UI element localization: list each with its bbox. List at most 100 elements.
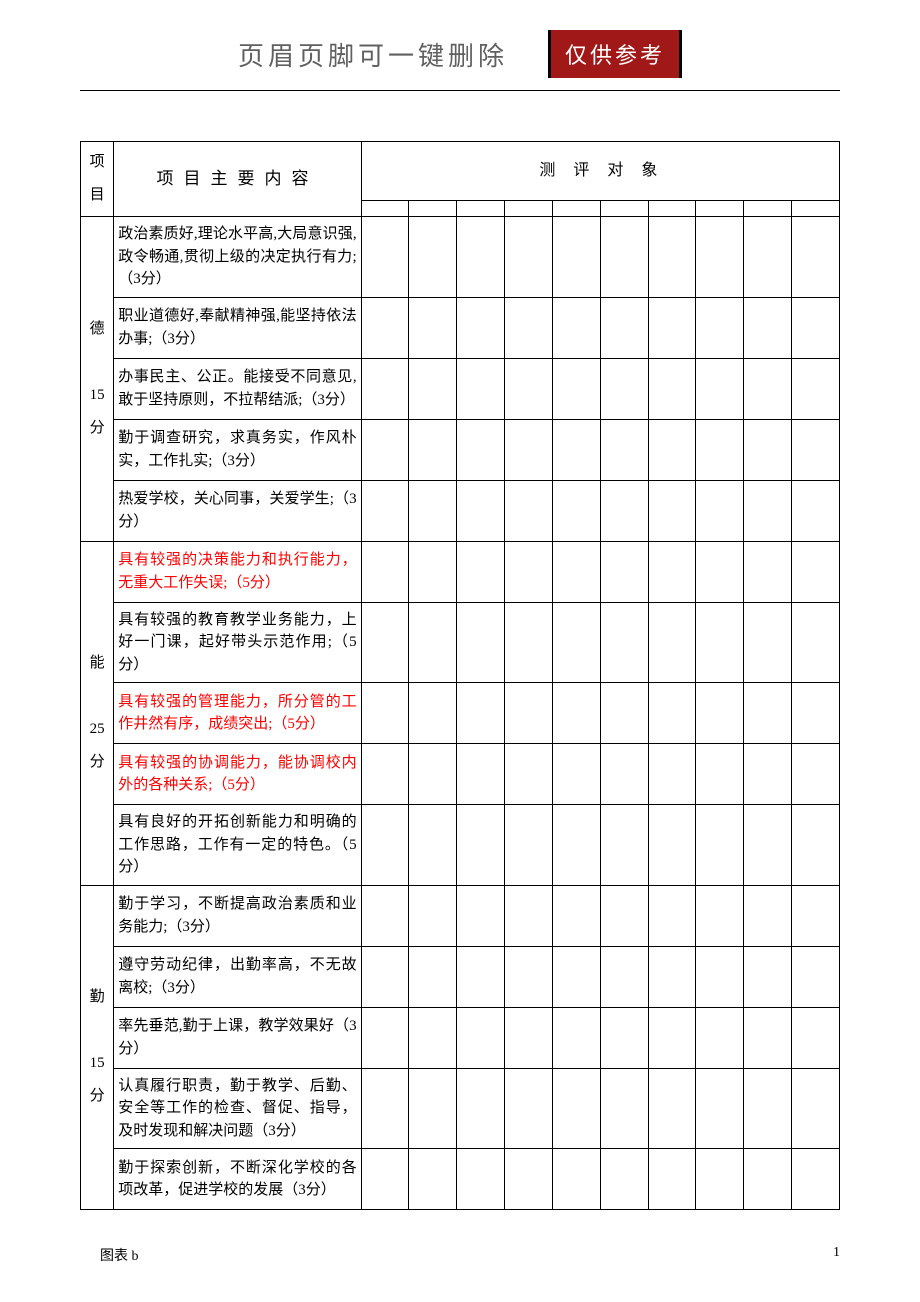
eval-cell <box>648 805 696 886</box>
eval-cell <box>648 885 696 946</box>
eval-cell <box>409 217 457 298</box>
eval-cell <box>696 1149 744 1210</box>
eval-cell <box>744 297 792 358</box>
description-cell: 政治素质好,理论水平高,大局意识强,政令畅通,贯彻上级的决定执行有力;（3分） <box>114 217 361 298</box>
eval-cell <box>696 885 744 946</box>
eval-cell <box>457 358 505 419</box>
eval-cell <box>648 541 696 602</box>
eval-cell <box>457 683 505 744</box>
eval-cell <box>552 805 600 886</box>
eval-cell <box>409 1007 457 1068</box>
eval-cell <box>409 541 457 602</box>
eval-cell <box>457 541 505 602</box>
eval-cell <box>696 541 744 602</box>
table-row: 认真履行职责，勤于教学、后勤、安全等工作的检查、督促、指导，及时发现和解决问题（… <box>81 1068 840 1149</box>
description-cell: 勤于探索创新，不断深化学校的各项改革，促进学校的发展（3分） <box>114 1149 361 1210</box>
table-row: 勤于调查研究，求真务实，作风朴实，工作扎实;（3分） <box>81 419 840 480</box>
eval-cell <box>648 419 696 480</box>
eval-cell <box>409 297 457 358</box>
eval-cell <box>744 419 792 480</box>
eval-cell <box>505 1068 553 1149</box>
eval-cell <box>696 602 744 683</box>
table-row: 德15分政治素质好,理论水平高,大局意识强,政令畅通,贯彻上级的决定执行有力;（… <box>81 217 840 298</box>
footer-left: 图表 b <box>100 1245 139 1265</box>
eval-cell <box>648 217 696 298</box>
eval-cell <box>696 1068 744 1149</box>
eval-cell <box>361 805 409 886</box>
eval-cell <box>696 480 744 541</box>
eval-cell <box>791 1007 839 1068</box>
eval-cell <box>552 1068 600 1149</box>
eval-cell <box>409 683 457 744</box>
eval-cell <box>648 1068 696 1149</box>
eval-col <box>361 200 409 216</box>
eval-cell <box>409 946 457 1007</box>
eval-cell <box>744 1149 792 1210</box>
table-row: 具有较强的管理能力，所分管的工作井然有序，成绩突出;（5分） <box>81 683 840 744</box>
eval-cell <box>648 744 696 805</box>
eval-cell <box>648 297 696 358</box>
eval-cell <box>791 805 839 886</box>
eval-cell <box>744 217 792 298</box>
eval-cell <box>791 217 839 298</box>
eval-cell <box>505 744 553 805</box>
table-row: 具有较强的协调能力，能协调校内外的各种关系;（5分） <box>81 744 840 805</box>
eval-cell <box>791 744 839 805</box>
footer-right: 1 <box>833 1245 840 1265</box>
table-header-row-1: 项目 项目主要内容 测评对象 <box>81 142 840 201</box>
eval-cell <box>696 1007 744 1068</box>
page-header: 页眉页脚可一键删除 仅供参考 <box>0 30 920 90</box>
description-cell: 办事民主、公正。能接受不同意见,敢于坚持原则，不拉帮结派;（3分） <box>114 358 361 419</box>
page-footer: 图表 b 1 <box>100 1245 840 1265</box>
eval-cell <box>361 744 409 805</box>
eval-cell <box>505 217 553 298</box>
eval-cell <box>696 217 744 298</box>
eval-cell <box>600 683 648 744</box>
eval-cell <box>457 946 505 1007</box>
eval-cell <box>505 805 553 886</box>
eval-col <box>648 200 696 216</box>
table-row: 具有较强的教育教学业务能力，上好一门课，起好带头示范作用;（5分） <box>81 602 840 683</box>
eval-cell <box>744 1068 792 1149</box>
eval-col <box>791 200 839 216</box>
eval-cell <box>505 480 553 541</box>
eval-cell <box>744 885 792 946</box>
eval-cell <box>409 602 457 683</box>
header-content: 项目主要内容 <box>114 142 361 217</box>
eval-cell <box>552 602 600 683</box>
eval-cell <box>744 480 792 541</box>
category-cell: 德15分 <box>81 217 114 542</box>
eval-cell <box>361 541 409 602</box>
eval-cell <box>361 358 409 419</box>
description-cell: 具有较强的决策能力和执行能力，无重大工作失误;（5分） <box>114 541 361 602</box>
eval-cell <box>505 297 553 358</box>
description-cell: 遵守劳动纪律，出勤率高，不无故离校;（3分） <box>114 946 361 1007</box>
header-evaluation: 测评对象 <box>361 142 839 201</box>
eval-cell <box>361 1149 409 1210</box>
header-category: 项目 <box>81 142 114 217</box>
eval-cell <box>791 1149 839 1210</box>
eval-col <box>744 200 792 216</box>
eval-cell <box>457 744 505 805</box>
eval-col <box>696 200 744 216</box>
eval-cell <box>744 358 792 419</box>
eval-cell <box>457 297 505 358</box>
eval-cell <box>552 217 600 298</box>
eval-cell <box>361 217 409 298</box>
eval-cell <box>552 885 600 946</box>
eval-col <box>505 200 553 216</box>
eval-cell <box>552 946 600 1007</box>
eval-cell <box>361 946 409 1007</box>
eval-cell <box>600 358 648 419</box>
eval-cell <box>457 217 505 298</box>
eval-cell <box>409 358 457 419</box>
eval-cell <box>505 885 553 946</box>
eval-cell <box>600 419 648 480</box>
eval-cell <box>457 480 505 541</box>
eval-cell <box>361 1068 409 1149</box>
eval-cell <box>457 805 505 886</box>
eval-cell <box>457 1007 505 1068</box>
eval-cell <box>505 683 553 744</box>
eval-cell <box>505 1149 553 1210</box>
eval-cell <box>409 1068 457 1149</box>
